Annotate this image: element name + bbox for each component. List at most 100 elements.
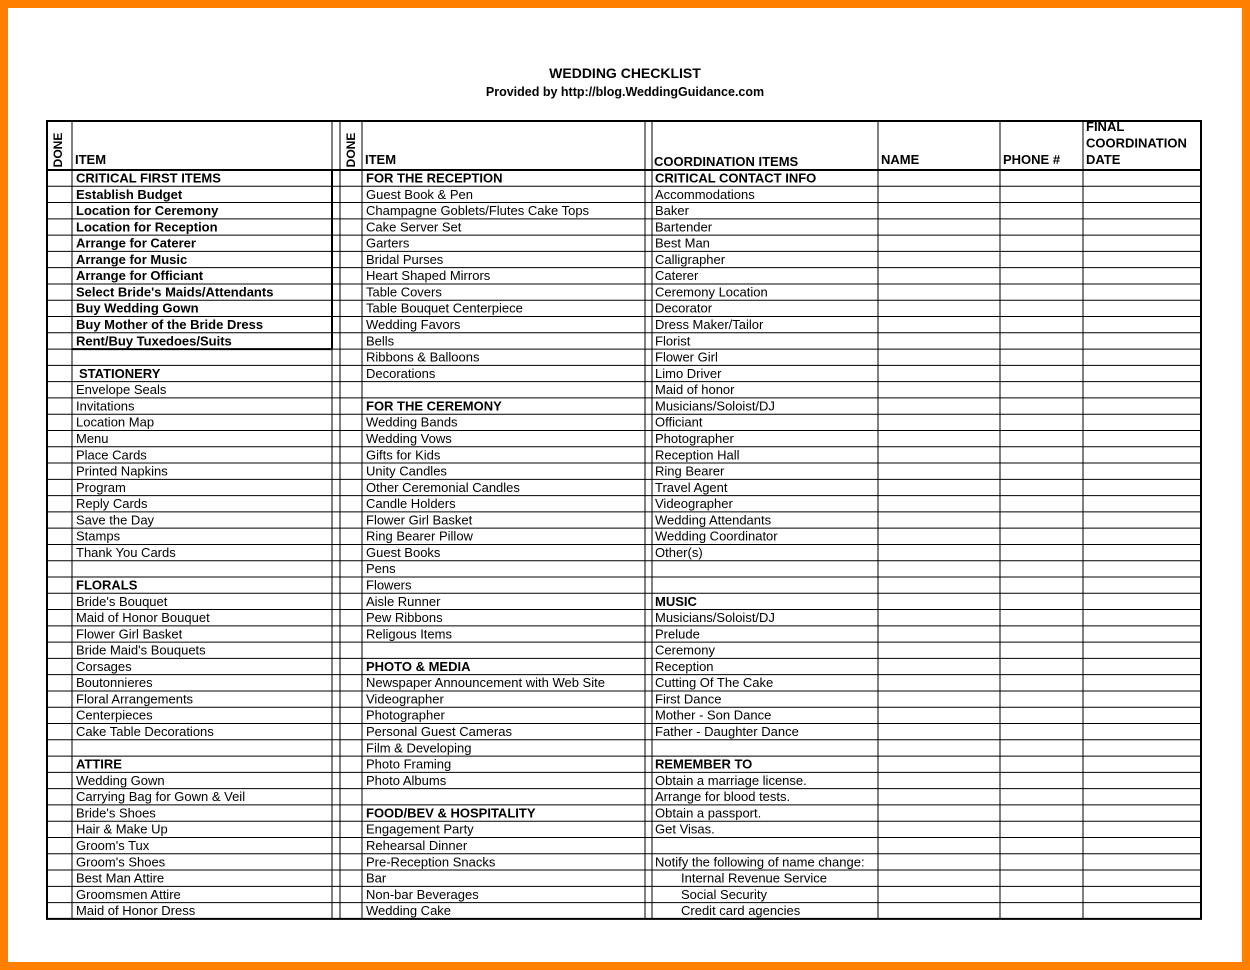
- checklist-item: Decorations: [366, 366, 436, 381]
- checklist-item: Hair & Make Up: [76, 822, 168, 837]
- checklist-item: Calligrapher: [655, 252, 726, 267]
- checklist-item: Officiant: [655, 415, 703, 430]
- section-heading: CRITICAL CONTACT INFO: [655, 171, 816, 186]
- section-heading: Arrange for Officiant: [76, 268, 204, 283]
- checklist-item: Wedding Coordinator: [655, 529, 778, 544]
- section-heading: CRITICAL FIRST ITEMS: [76, 171, 221, 186]
- header-label: NAME: [881, 152, 920, 167]
- checklist-item: Maid of Honor Dress: [76, 903, 196, 918]
- checklist-item: Newspaper Announcement with Web Site: [366, 675, 605, 690]
- header-label: COORDINATION: [1086, 136, 1187, 151]
- checklist-item: Cutting Of The Cake: [655, 675, 773, 690]
- checklist-item: Maid of Honor Bouquet: [76, 610, 210, 625]
- checklist-item: Wedding Favors: [366, 317, 461, 332]
- section-heading: Buy Mother of the Bride Dress: [76, 317, 263, 332]
- checklist-item: Place Cards: [76, 447, 147, 462]
- checklist-item: Bride's Shoes: [76, 805, 156, 820]
- section-heading: Arrange for Music: [76, 252, 187, 267]
- checklist-item: Limo Driver: [655, 366, 722, 381]
- section-heading: PHOTO & MEDIA: [366, 659, 471, 674]
- checklist-item: Get Visas.: [655, 822, 715, 837]
- checklist-item: Dress Maker/Tailor: [655, 317, 764, 332]
- checklist-item: Other Ceremonial Candles: [366, 480, 520, 495]
- checklist-item: Groom's Tux: [76, 838, 150, 853]
- checklist-item: Wedding Cake: [366, 903, 451, 918]
- checklist-item: Pens: [366, 561, 396, 576]
- checklist-item: Location Map: [76, 415, 154, 430]
- header-label: FINAL: [1086, 119, 1124, 134]
- checklist-item: Bride's Bouquet: [76, 594, 168, 609]
- header-label: COORDINATION ITEMS: [654, 154, 799, 169]
- checklist-item: Travel Agent: [655, 480, 728, 495]
- checklist-item: Cake Table Decorations: [76, 724, 214, 739]
- checklist-item: Reception: [655, 659, 714, 674]
- checklist-item: Garters: [366, 236, 410, 251]
- section-heading: Arrange for Caterer: [76, 236, 196, 251]
- section-heading: FLORALS: [76, 578, 138, 593]
- section-heading: ATTIRE: [76, 757, 122, 772]
- checklist-item: Internal Revenue Service: [681, 871, 827, 886]
- header-label: PHONE #: [1003, 152, 1061, 167]
- checklist-item: Rehearsal Dinner: [366, 838, 468, 853]
- checklist-item: First Dance: [655, 691, 721, 706]
- section-heading: Select Bride's Maids/Attendants: [76, 284, 273, 299]
- checklist-item: Aisle Runner: [366, 594, 441, 609]
- checklist-item: Film & Developing: [366, 740, 472, 755]
- section-heading: Location for Ceremony: [76, 203, 219, 218]
- checklist-item: Other(s): [655, 545, 703, 560]
- checklist-item: Photo Albums: [366, 773, 447, 788]
- checklist-item: Bridal Purses: [366, 252, 444, 267]
- checklist-item: Baker: [655, 203, 690, 218]
- checklist-item: Prelude: [655, 626, 700, 641]
- checklist-item: Father - Daughter Dance: [655, 724, 799, 739]
- section-heading: REMEMBER TO: [655, 757, 752, 772]
- checklist-item: Flower Girl Basket: [366, 512, 473, 527]
- checklist-item: Save the Day: [76, 512, 155, 527]
- header-label: ITEM: [75, 152, 106, 167]
- header-label: DATE: [1086, 152, 1121, 167]
- checklist-item: Flower Girl Basket: [76, 626, 183, 641]
- checklist-item: Ribbons & Balloons: [366, 350, 480, 365]
- checklist-item: Flowers: [366, 578, 412, 593]
- checklist-item: Religous Items: [366, 626, 452, 641]
- checklist-item: Videographer: [655, 496, 733, 511]
- header-label: DONE: [51, 133, 65, 168]
- checklist-item: Wedding Gown: [76, 773, 165, 788]
- section-heading: Location for Reception: [76, 219, 218, 234]
- table-border: [46, 120, 1202, 920]
- table-grid: [46, 120, 1202, 920]
- checklist-item: Wedding Vows: [366, 431, 452, 446]
- header-label: ITEM: [365, 152, 396, 167]
- checklist-item: Caterer: [655, 268, 699, 283]
- checklist-item: Guest Book & Pen: [366, 187, 473, 202]
- section-heading: FOOD/BEV & HOSPITALITY: [366, 805, 536, 820]
- checklist-item: Champagne Goblets/Flutes Cake Tops: [366, 203, 590, 218]
- checklist-item: Best Man Attire: [76, 871, 164, 886]
- checklist-item: Photographer: [366, 708, 445, 723]
- checklist-item: Bar: [366, 871, 387, 886]
- checklist-item: Obtain a marriage license.: [655, 773, 807, 788]
- section-heading: FOR THE CEREMONY: [366, 398, 502, 413]
- checklist-item: Carrying Bag for Gown & Veil: [76, 789, 245, 804]
- checklist-item: Table Covers: [366, 284, 442, 299]
- title: WEDDING CHECKLIST: [549, 65, 701, 81]
- checklist-item: Florist: [655, 333, 691, 348]
- subtitle: Provided by http://blog.WeddingGuidance.…: [486, 85, 764, 99]
- checklist-item: Engagement Party: [366, 822, 474, 837]
- checklist-item: Personal Guest Cameras: [366, 724, 512, 739]
- checklist-item: Maid of honor: [655, 382, 735, 397]
- checklist-item: Pew Ribbons: [366, 610, 443, 625]
- checklist-item: Ceremony Location: [655, 284, 768, 299]
- section-heading: FOR THE RECEPTION: [366, 171, 503, 186]
- checklist-item: Wedding Attendants: [655, 512, 772, 527]
- checklist-item: Thank You Cards: [76, 545, 176, 560]
- checklist-item: Credit card agencies: [681, 903, 801, 918]
- checklist-item: Photo Framing: [366, 757, 451, 772]
- checklist-item: Notify the following of name change:: [655, 854, 865, 869]
- checklist-item: Gifts for Kids: [366, 447, 441, 462]
- checklist-item: Centerpieces: [76, 708, 153, 723]
- checklist-item: Boutonnieres: [76, 675, 153, 690]
- section-heading: MUSIC: [655, 594, 698, 609]
- checklist-item: Floral Arrangements: [76, 691, 194, 706]
- checklist-item: Mother - Son Dance: [655, 708, 771, 723]
